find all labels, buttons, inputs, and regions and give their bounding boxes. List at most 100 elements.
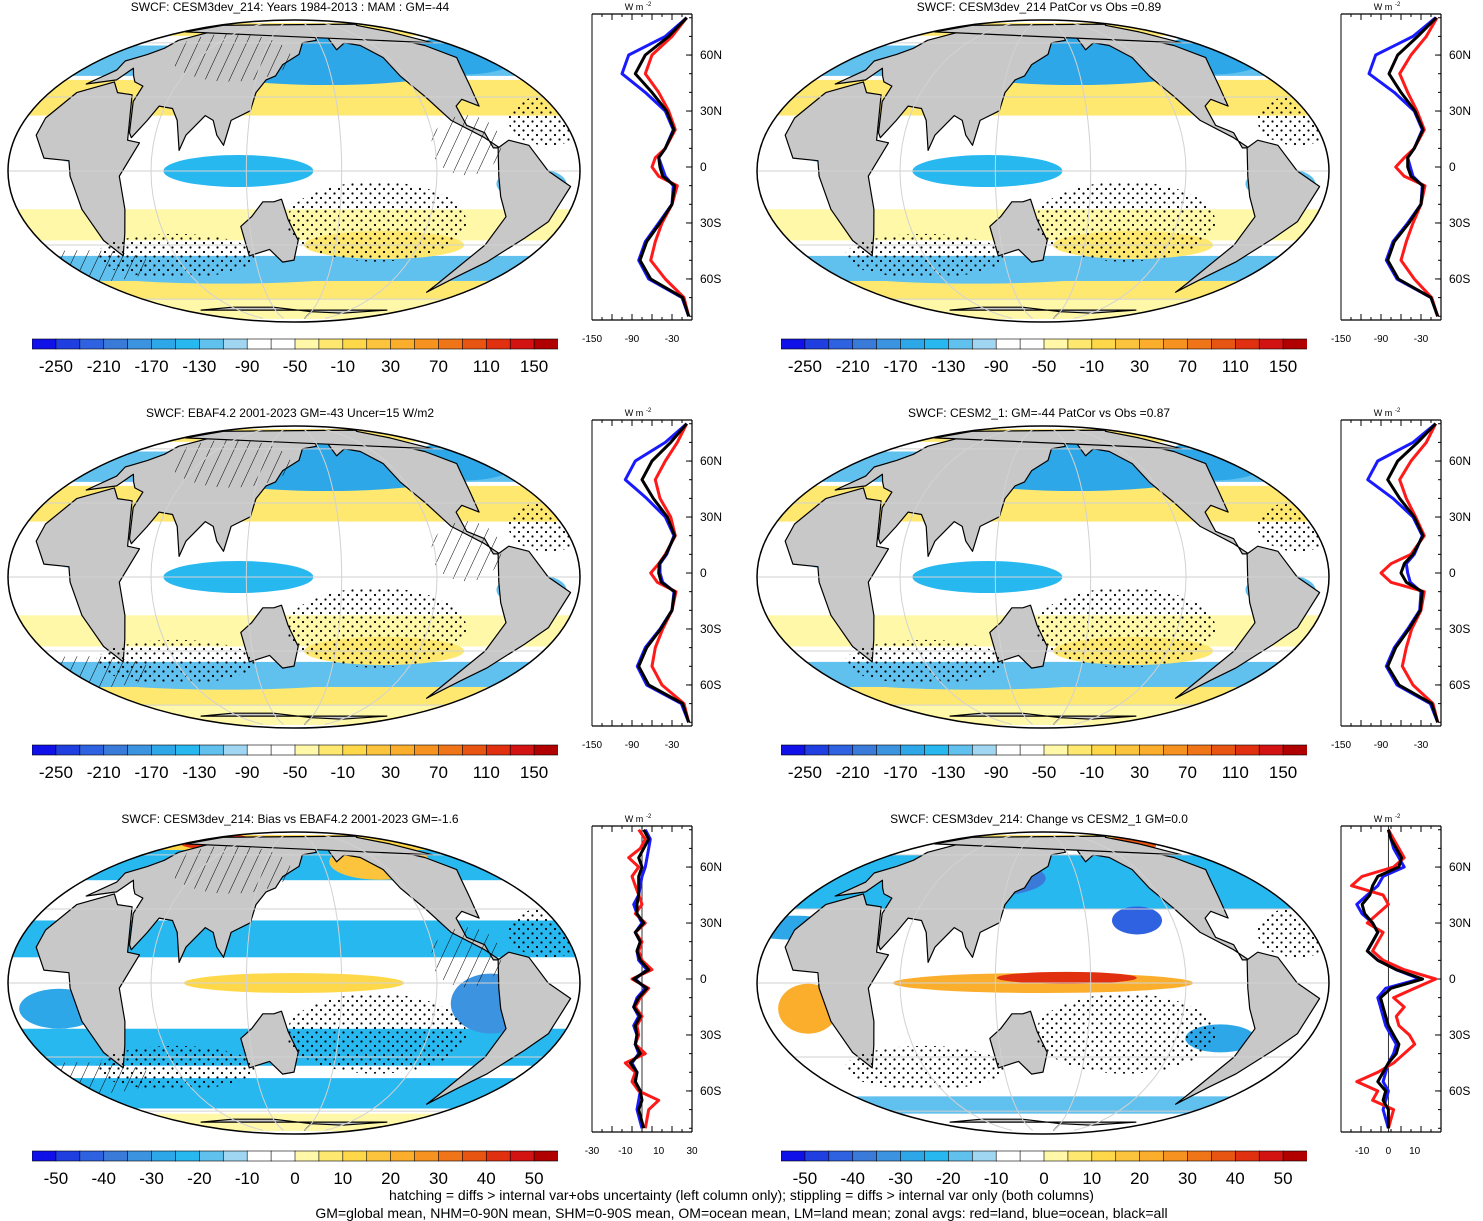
zonal-all-line xyxy=(637,422,691,723)
zonal-x-tick-label: 30 xyxy=(686,1146,698,1157)
colorbar-swatch xyxy=(533,1150,558,1162)
zonal-x-tick-label: -90 xyxy=(1374,740,1389,751)
colorbar-swatch xyxy=(1139,1150,1165,1162)
longitude-gridline xyxy=(303,23,343,319)
colorbar-swatch xyxy=(270,744,296,756)
colorbar-swatch xyxy=(366,1150,392,1162)
zonal-mean-plot: -150 -90 -30 W m -2 60N 30N 0 30S 60S xyxy=(582,408,722,751)
colorbar-tick-label: -210 xyxy=(87,357,121,376)
colorbar-tick-label: -30 xyxy=(139,1169,164,1188)
colorbar-tick-label: -210 xyxy=(87,763,121,782)
zonal-x-tick-label: -30 xyxy=(1414,740,1429,751)
zonal-all-line xyxy=(1386,422,1440,723)
zonal-x-tick-label: -30 xyxy=(665,740,680,751)
zonal-ocean-line xyxy=(620,16,691,317)
colorbar-swatch xyxy=(828,1150,854,1162)
colorbar-swatch xyxy=(971,1150,997,1162)
colorbar-tick-label: -170 xyxy=(884,763,918,782)
colorbar-swatch xyxy=(1282,338,1307,350)
zonal-land-line xyxy=(649,423,691,723)
colorbar-swatch xyxy=(876,338,902,350)
colorbar-tick-label: -90 xyxy=(235,357,260,376)
colorbar-tick-label: -50 xyxy=(793,1169,818,1188)
colorbar-tick-label: -10 xyxy=(331,357,356,376)
colorbar-tick-label: -30 xyxy=(888,1169,913,1188)
colorbar-swatch xyxy=(438,744,463,756)
colorbar-swatch xyxy=(1019,744,1045,756)
colorbar-swatch xyxy=(995,1150,1021,1162)
colorbar-swatch xyxy=(390,338,416,350)
colorbar-tick-label: 40 xyxy=(1226,1169,1245,1188)
colorbar-swatch xyxy=(462,744,487,756)
zonal-all-line xyxy=(628,828,651,1129)
colorbar-swatch xyxy=(1234,338,1260,350)
zonal-lat-label: 30S xyxy=(1449,216,1470,230)
zonal-lat-label: 30N xyxy=(1449,916,1471,930)
colorbar-tick-label: -50 xyxy=(44,1169,69,1188)
footnote-line-2: GM=global mean, NHM=0-90N mean, SHM=0-90… xyxy=(315,1205,1168,1221)
colorbar-swatch xyxy=(246,744,272,756)
colorbar: -50 -40 -30 -20 -10 0 10 20 30 40 50 xyxy=(32,1150,558,1188)
colorbar-tick-label: -250 xyxy=(39,763,73,782)
colorbar-tick-label: -130 xyxy=(931,357,965,376)
colorbar-swatch xyxy=(1163,338,1189,350)
colorbar-swatch xyxy=(781,744,806,756)
zonal-lat-label: 0 xyxy=(700,160,707,174)
colorbar-swatch xyxy=(390,744,416,756)
colorbar-tick-label: -210 xyxy=(836,357,870,376)
longitude-gridline xyxy=(1073,429,1187,725)
colorbar-swatch xyxy=(414,744,440,756)
zonal-x-tick-label: -10 xyxy=(618,1146,633,1157)
panel-title: SWCF: CESM3dev_214: Change vs CESM2_1 GM… xyxy=(890,812,1188,826)
colorbar-tick-label: -10 xyxy=(235,1169,260,1188)
colorbar-swatch xyxy=(1139,338,1165,350)
longitude-gridline xyxy=(1073,835,1187,1131)
longitude-gridline xyxy=(1052,23,1092,319)
colorbar-tick-label: 70 xyxy=(429,357,448,376)
colorbar-swatch xyxy=(151,338,177,350)
land-south-america xyxy=(1175,545,1321,699)
colorbar-swatch xyxy=(924,338,949,350)
land-south-america xyxy=(426,139,572,293)
panel-2: SWCF: CESM3dev_214 PatCor vs Obs =0.89 -… xyxy=(749,0,1483,405)
panel-title: SWCF: CESM3dev_214 PatCor vs Obs =0.89 xyxy=(916,0,1162,14)
zonal-unit-label: W m xyxy=(1374,814,1393,824)
colorbar-swatch xyxy=(127,338,153,350)
colorbar-tick-label: -10 xyxy=(984,1169,1009,1188)
colorbar-tick-label: -130 xyxy=(182,763,216,782)
colorbar-tick-label: 110 xyxy=(473,357,500,376)
colorbar-tick-label: -10 xyxy=(1080,357,1105,376)
colorbar: -250 -210 -170 -130 -90 -50 -10 30 70 110 150 xyxy=(32,338,558,376)
colorbar-tick-label: -170 xyxy=(135,763,169,782)
colorbar-swatch xyxy=(1091,338,1117,350)
zonal-lat-label: 30S xyxy=(1449,1028,1470,1042)
hatching-overlay xyxy=(171,845,292,894)
land-south-america xyxy=(426,951,572,1105)
colorbar-swatch xyxy=(1043,744,1069,756)
longitude-gridline xyxy=(324,835,438,1131)
zonal-mean-plot: -150 -90 -30 W m -2 60N 30N 0 30S 60S xyxy=(582,2,722,345)
colorbar-swatch xyxy=(342,744,368,756)
zonal-unit-superscript: -2 xyxy=(646,814,652,820)
colorbar-swatch xyxy=(900,744,926,756)
colorbar-tick-label: -40 xyxy=(91,1169,116,1188)
colorbar-swatch xyxy=(1043,1150,1069,1162)
colorbar-swatch xyxy=(318,1150,344,1162)
land-africa xyxy=(35,893,141,1069)
colorbar-swatch xyxy=(485,338,511,350)
colorbar-tick-label: -250 xyxy=(788,763,822,782)
stippling-overlay xyxy=(1035,587,1216,668)
colorbar-tick-label: -50 xyxy=(283,357,308,376)
colorbar-swatch xyxy=(294,1150,320,1162)
colorbar-swatch xyxy=(781,338,806,350)
colorbar-swatch xyxy=(151,744,177,756)
panel-title: SWCF: CESM2_1: GM=-44 PatCor vs Obs =0.8… xyxy=(907,406,1171,420)
stippling-overlay xyxy=(1035,993,1216,1074)
colorbar-swatch xyxy=(828,744,854,756)
zonal-lat-label: 30N xyxy=(1449,104,1471,118)
colorbar-tick-label: -250 xyxy=(788,357,822,376)
colorbar-swatch xyxy=(103,744,129,756)
zonal-mean-plot: -30 -10 10 30 W m -2 60N 30N 0 30S 60S xyxy=(585,814,722,1157)
hatching-overlay xyxy=(431,521,502,582)
zonal-unit-label: W m xyxy=(1374,408,1393,418)
